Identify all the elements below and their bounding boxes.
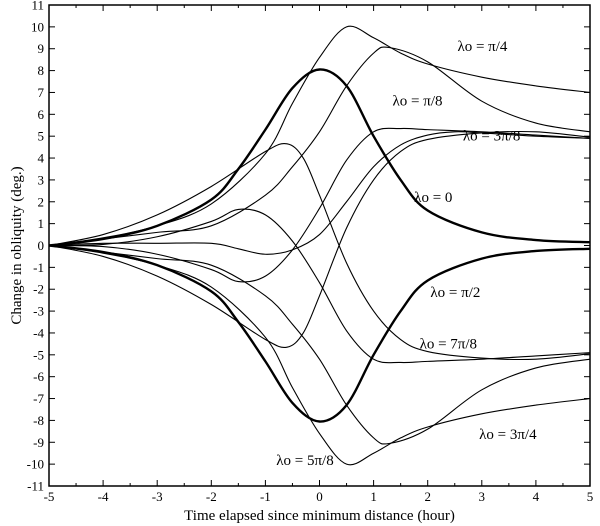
y-tick-label: 4 bbox=[38, 151, 45, 166]
curve-label: λo = π/2 bbox=[430, 285, 480, 301]
series-line-7 bbox=[48, 244, 591, 445]
x-tick-label: 4 bbox=[533, 489, 540, 504]
y-tick-label: -4 bbox=[33, 325, 44, 340]
y-tick-label: 5 bbox=[38, 129, 45, 144]
series-line-8 bbox=[48, 208, 591, 364]
curve-label: λo = 3π/8 bbox=[463, 129, 520, 145]
curve-label: λo = 0 bbox=[414, 190, 452, 206]
x-tick-label: 1 bbox=[370, 489, 377, 504]
series-line-6 bbox=[48, 244, 591, 466]
y-tick-label: 11 bbox=[31, 0, 44, 13]
y-tick-label: 0 bbox=[38, 238, 45, 253]
curve-label: λo = 5π/8 bbox=[276, 453, 333, 469]
x-tick-label: -4 bbox=[98, 489, 109, 504]
plot-frame bbox=[48, 4, 591, 487]
x-tick-label: -1 bbox=[260, 489, 271, 504]
x-axis-title: Time elapsed since minimum distance (hou… bbox=[184, 508, 455, 524]
series-line-4 bbox=[48, 131, 591, 255]
curves-group bbox=[48, 25, 591, 466]
y-tick-label: -11 bbox=[27, 479, 44, 494]
y-tick-label: -6 bbox=[33, 369, 44, 384]
y-tick-label: 8 bbox=[38, 63, 45, 78]
y-tick-label: -5 bbox=[33, 347, 44, 362]
x-tick-label: -2 bbox=[206, 489, 217, 504]
y-tick-label: 10 bbox=[31, 19, 44, 34]
ticks-group: -5 -4 -3 -2 -1 0 1 2 3 4 511109876543210-1-2-3-4-5… bbox=[27, 0, 594, 504]
series-line-9 bbox=[48, 127, 591, 283]
y-tick-label: -10 bbox=[27, 457, 44, 472]
y-tick-label: -9 bbox=[33, 435, 44, 450]
series-line-10 bbox=[48, 130, 591, 348]
y-tick-label: 1 bbox=[38, 216, 45, 231]
y-tick-label: -7 bbox=[33, 391, 44, 406]
series-line-5 bbox=[48, 143, 591, 361]
x-tick-label: -5 bbox=[44, 489, 55, 504]
x-tick-label: 3 bbox=[479, 489, 486, 504]
curve-label: λo = 7π/8 bbox=[420, 336, 477, 352]
y-tick-label: 2 bbox=[38, 194, 45, 209]
x-tick-label: 2 bbox=[424, 489, 431, 504]
y-tick-label: -3 bbox=[33, 304, 44, 319]
series-line-1 bbox=[48, 244, 591, 423]
curve-label: λo = π/8 bbox=[393, 94, 443, 110]
y-tick-label: -8 bbox=[33, 413, 44, 428]
y-tick-label: 6 bbox=[38, 107, 45, 122]
y-tick-label: -2 bbox=[33, 282, 44, 297]
y-tick-label: 9 bbox=[38, 41, 45, 56]
series-line-0 bbox=[48, 68, 591, 247]
x-tick-label: 0 bbox=[316, 489, 323, 504]
y-tick-label: -1 bbox=[33, 260, 44, 275]
y-axis-title: Change in obliquity (deg.) bbox=[9, 166, 25, 324]
curve-label: λo = π/4 bbox=[457, 39, 507, 55]
curve-label: λo = 3π/4 bbox=[479, 427, 537, 443]
x-tick-label: -3 bbox=[152, 489, 163, 504]
series-line-3 bbox=[48, 46, 591, 247]
y-tick-label: 7 bbox=[38, 85, 45, 100]
curve-labels-group: λo = π/4 λo = π/8 λo = 3π/8 λo = 0 λo = π/2 λ… bbox=[276, 39, 537, 469]
y-tick-label: 3 bbox=[38, 172, 45, 187]
series-line-2 bbox=[48, 25, 591, 247]
x-tick-label: 5 bbox=[587, 489, 594, 504]
